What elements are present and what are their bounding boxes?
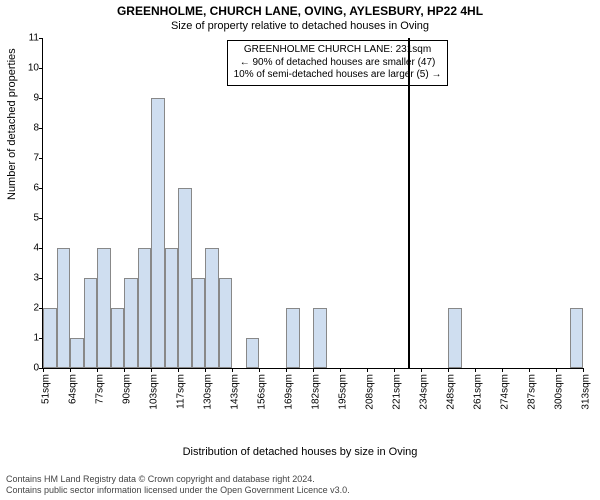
y-tick-label: 6: [13, 183, 39, 194]
chart-container: GREENHOLME, CHURCH LANE, OVING, AYLESBUR…: [0, 0, 600, 500]
y-tick-mark: [39, 248, 43, 249]
histogram-bar: [313, 308, 327, 368]
x-tick-mark: [583, 368, 584, 372]
annotation-line2: ← 90% of detached houses are smaller (47…: [234, 57, 442, 70]
x-tick-mark: [475, 368, 476, 372]
x-tick-mark: [259, 368, 260, 372]
x-tick-label: 64sqm: [68, 374, 79, 404]
y-tick-label: 11: [13, 33, 39, 44]
y-tick-label: 1: [13, 333, 39, 344]
histogram-bar: [84, 278, 98, 368]
histogram-bar: [570, 308, 584, 368]
histogram-bar: [448, 308, 462, 368]
x-tick-label: 221sqm: [392, 374, 403, 410]
annotation-box: GREENHOLME CHURCH LANE: 231sqm ← 90% of …: [227, 40, 449, 86]
x-tick-mark: [232, 368, 233, 372]
x-tick-mark: [394, 368, 395, 372]
histogram-bar: [219, 278, 233, 368]
x-tick-mark: [367, 368, 368, 372]
x-tick-mark: [340, 368, 341, 372]
x-tick-label: 130sqm: [203, 374, 214, 410]
annotation-line1: GREENHOLME CHURCH LANE: 231sqm: [234, 44, 442, 57]
histogram-bar: [111, 308, 125, 368]
x-tick-mark: [286, 368, 287, 372]
y-tick-label: 10: [13, 63, 39, 74]
plot-area: GREENHOLME CHURCH LANE: 231sqm ← 90% of …: [42, 38, 583, 369]
y-tick-label: 7: [13, 153, 39, 164]
x-tick-label: 90sqm: [122, 374, 133, 404]
marker-line: [408, 38, 410, 368]
y-tick-mark: [39, 38, 43, 39]
y-tick-label: 2: [13, 303, 39, 314]
x-tick-label: 300sqm: [554, 374, 565, 410]
x-tick-label: 103sqm: [149, 374, 160, 410]
histogram-bar: [246, 338, 260, 368]
y-tick-mark: [39, 188, 43, 189]
x-tick-label: 261sqm: [473, 374, 484, 410]
x-tick-label: 195sqm: [338, 374, 349, 410]
x-axis-label: Distribution of detached houses by size …: [0, 446, 600, 458]
y-tick-label: 9: [13, 93, 39, 104]
x-tick-label: 143sqm: [230, 374, 241, 410]
y-tick-label: 4: [13, 243, 39, 254]
histogram-bar: [43, 308, 57, 368]
x-tick-label: 208sqm: [365, 374, 376, 410]
histogram-bar: [192, 278, 206, 368]
chart-title-sub: Size of property relative to detached ho…: [0, 20, 600, 32]
x-tick-mark: [502, 368, 503, 372]
x-tick-label: 182sqm: [311, 374, 322, 410]
histogram-bar: [165, 248, 179, 368]
footer-text: Contains HM Land Registry data © Crown c…: [6, 474, 350, 497]
histogram-bar: [57, 248, 71, 368]
x-tick-label: 117sqm: [176, 374, 187, 409]
y-tick-mark: [39, 68, 43, 69]
x-tick-label: 234sqm: [419, 374, 430, 410]
x-tick-label: 313sqm: [581, 374, 592, 410]
x-tick-label: 169sqm: [284, 374, 295, 410]
y-tick-mark: [39, 278, 43, 279]
y-tick-label: 8: [13, 123, 39, 134]
histogram-bar: [286, 308, 300, 368]
x-tick-label: 77sqm: [95, 374, 106, 404]
x-tick-mark: [70, 368, 71, 372]
x-tick-mark: [205, 368, 206, 372]
y-tick-mark: [39, 158, 43, 159]
histogram-bar: [205, 248, 219, 368]
x-tick-label: 274sqm: [500, 374, 511, 410]
histogram-bar: [124, 278, 138, 368]
x-tick-mark: [97, 368, 98, 372]
histogram-bar: [138, 248, 152, 368]
x-tick-label: 248sqm: [446, 374, 457, 410]
x-tick-label: 156sqm: [257, 374, 268, 410]
y-tick-label: 3: [13, 273, 39, 284]
histogram-bar: [97, 248, 111, 368]
x-tick-mark: [529, 368, 530, 372]
x-tick-mark: [421, 368, 422, 372]
x-tick-mark: [124, 368, 125, 372]
x-tick-mark: [556, 368, 557, 372]
x-tick-mark: [448, 368, 449, 372]
y-tick-label: 0: [13, 363, 39, 374]
y-tick-mark: [39, 128, 43, 129]
footer-line1: Contains HM Land Registry data © Crown c…: [6, 474, 350, 485]
x-tick-label: 51sqm: [41, 374, 52, 404]
y-tick-mark: [39, 218, 43, 219]
x-tick-mark: [151, 368, 152, 372]
footer-line2: Contains public sector information licen…: [6, 485, 350, 496]
y-tick-mark: [39, 98, 43, 99]
x-tick-mark: [178, 368, 179, 372]
chart-title-main: GREENHOLME, CHURCH LANE, OVING, AYLESBUR…: [0, 4, 600, 18]
x-tick-mark: [313, 368, 314, 372]
y-tick-label: 5: [13, 213, 39, 224]
annotation-line3: 10% of semi-detached houses are larger (…: [234, 69, 442, 82]
histogram-bar: [70, 338, 84, 368]
histogram-bar: [151, 98, 165, 368]
histogram-bar: [178, 188, 192, 368]
x-tick-label: 287sqm: [527, 374, 538, 410]
x-tick-mark: [43, 368, 44, 372]
